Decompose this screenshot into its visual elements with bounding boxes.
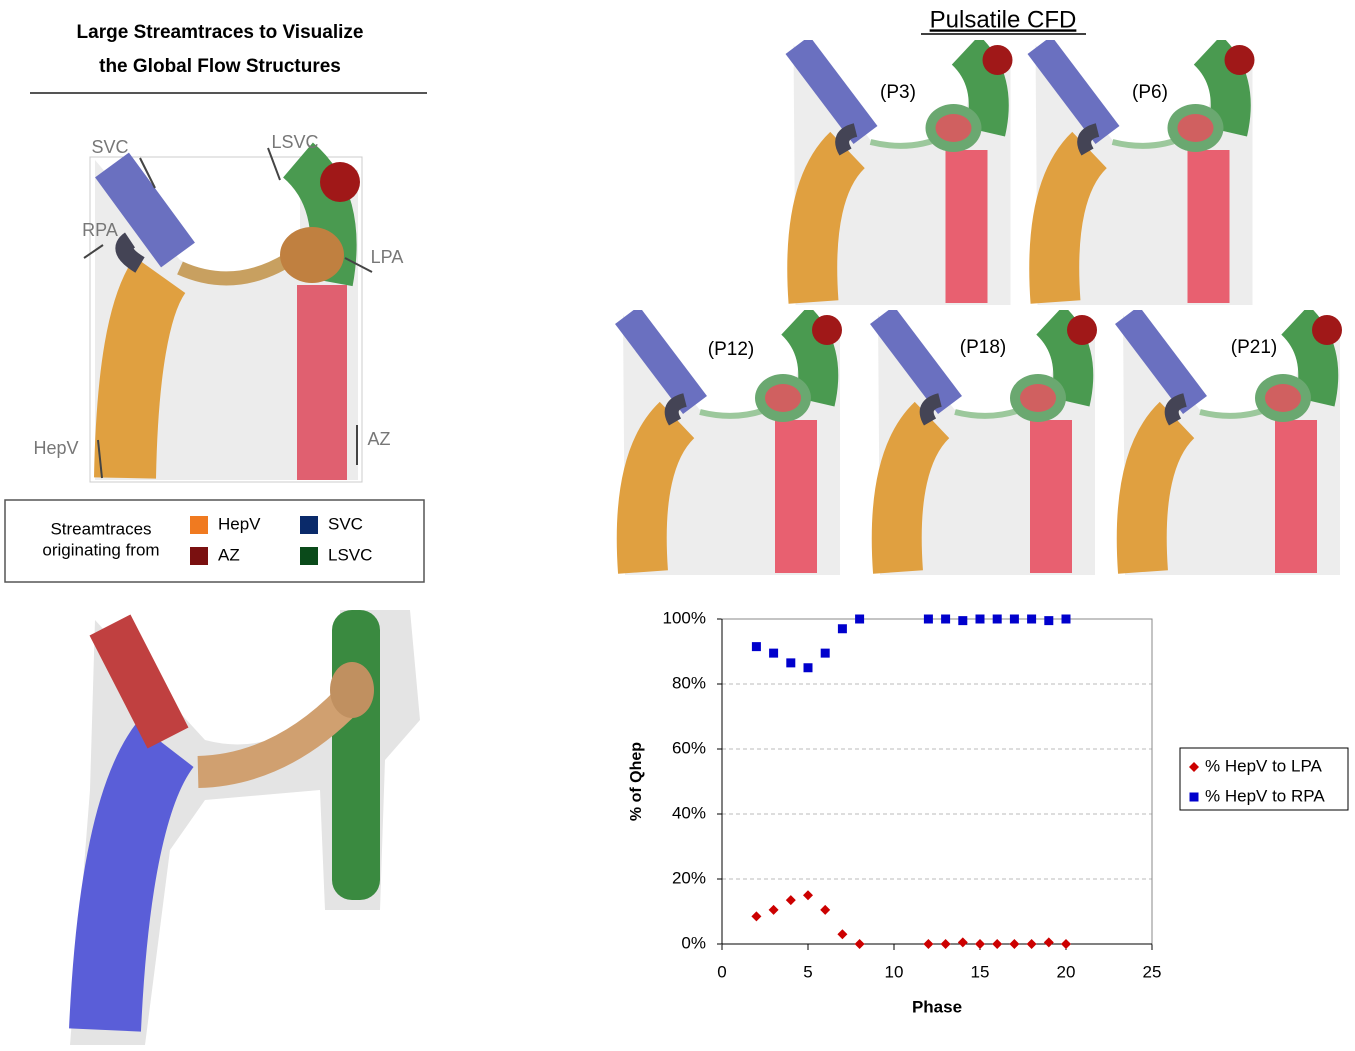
plot-frame (722, 619, 1152, 944)
y-tick-label: 0% (681, 933, 706, 952)
x-tick-label: 15 (971, 962, 990, 981)
figure: Large Streamtraces to Visualize the Glob… (0, 0, 1355, 1051)
legend-heading: originating from (42, 540, 159, 559)
data-point (855, 615, 864, 624)
data-point (958, 937, 968, 947)
arrow (268, 148, 280, 180)
legend-label: HepV (218, 514, 261, 533)
phase-label: (P21) (1231, 337, 1277, 358)
scatter-chart: 0% 20% 40% 60% 80% 100% 0 5 10 15 20 25 Phase % of Qh… (628, 608, 1348, 1016)
data-point (752, 642, 761, 651)
model-illustration (70, 610, 420, 1045)
phase-label: (P12) (708, 339, 754, 360)
vessel-label: AZ (367, 429, 390, 449)
left-title: the Global Flow Structures (99, 56, 341, 77)
main-illustration (90, 157, 362, 482)
data-point (993, 615, 1002, 624)
data-point (1027, 615, 1036, 624)
legend-label: LSVC (328, 545, 372, 564)
data-point (924, 615, 933, 624)
legend-label: AZ (218, 545, 240, 564)
x-tick-label: 0 (717, 962, 726, 981)
data-point (769, 649, 778, 658)
data-point (1027, 939, 1037, 949)
data-point (976, 615, 985, 624)
data-point (786, 895, 796, 905)
legend-swatch (190, 516, 208, 534)
data-point (1044, 616, 1053, 625)
x-tick-label: 10 (885, 962, 904, 981)
right-title: Pulsatile CFD (930, 6, 1077, 33)
data-point (923, 939, 933, 949)
legend-label: % HepV to LPA (1205, 756, 1323, 775)
x-tick-label: 5 (803, 962, 812, 981)
legend-swatch (300, 547, 318, 565)
data-point (958, 616, 967, 625)
vessel-label: LPA (371, 247, 404, 267)
data-point (1044, 937, 1054, 947)
vessel-label: HepV (33, 438, 78, 458)
y-tick-label: 100% (663, 608, 706, 627)
legend-swatch (300, 516, 318, 534)
vessel-label: LSVC (271, 132, 318, 152)
y-tick-label: 80% (672, 673, 706, 692)
y-axis-title: % of Qhep (628, 742, 645, 821)
legend-heading: Streamtraces (50, 519, 151, 538)
phase-label: (P18) (960, 337, 1006, 358)
phase-label: (P3) (880, 82, 916, 103)
vessel-label: RPA (82, 220, 118, 240)
data-point (769, 905, 779, 915)
x-axis-title: Phase (912, 997, 962, 1016)
data-point (1009, 939, 1019, 949)
data-point (1061, 939, 1071, 949)
data-point (941, 939, 951, 949)
data-point (838, 624, 847, 633)
data-point (803, 890, 813, 900)
data-point (804, 663, 813, 672)
y-tick-label: 40% (672, 803, 706, 822)
x-tick-label: 25 (1143, 962, 1162, 981)
data-point (837, 929, 847, 939)
y-tick-label: 60% (672, 738, 706, 757)
legend-label: % HepV to RPA (1205, 786, 1325, 805)
data-point (1190, 793, 1199, 802)
phase-label: (P6) (1132, 82, 1168, 103)
data-point (1010, 615, 1019, 624)
data-point (786, 658, 795, 667)
data-point (941, 615, 950, 624)
y-tick-label: 20% (672, 868, 706, 887)
legend-swatch (190, 547, 208, 565)
data-point (751, 911, 761, 921)
data-point (1062, 615, 1071, 624)
data-point (975, 939, 985, 949)
data-point (820, 905, 830, 915)
data-point (821, 649, 830, 658)
legend-label: SVC (328, 514, 363, 533)
vessel-label: SVC (91, 137, 128, 157)
data-point (855, 939, 865, 949)
left-title: Large Streamtraces to Visualize (77, 22, 364, 43)
x-tick-label: 20 (1057, 962, 1076, 981)
data-point (992, 939, 1002, 949)
